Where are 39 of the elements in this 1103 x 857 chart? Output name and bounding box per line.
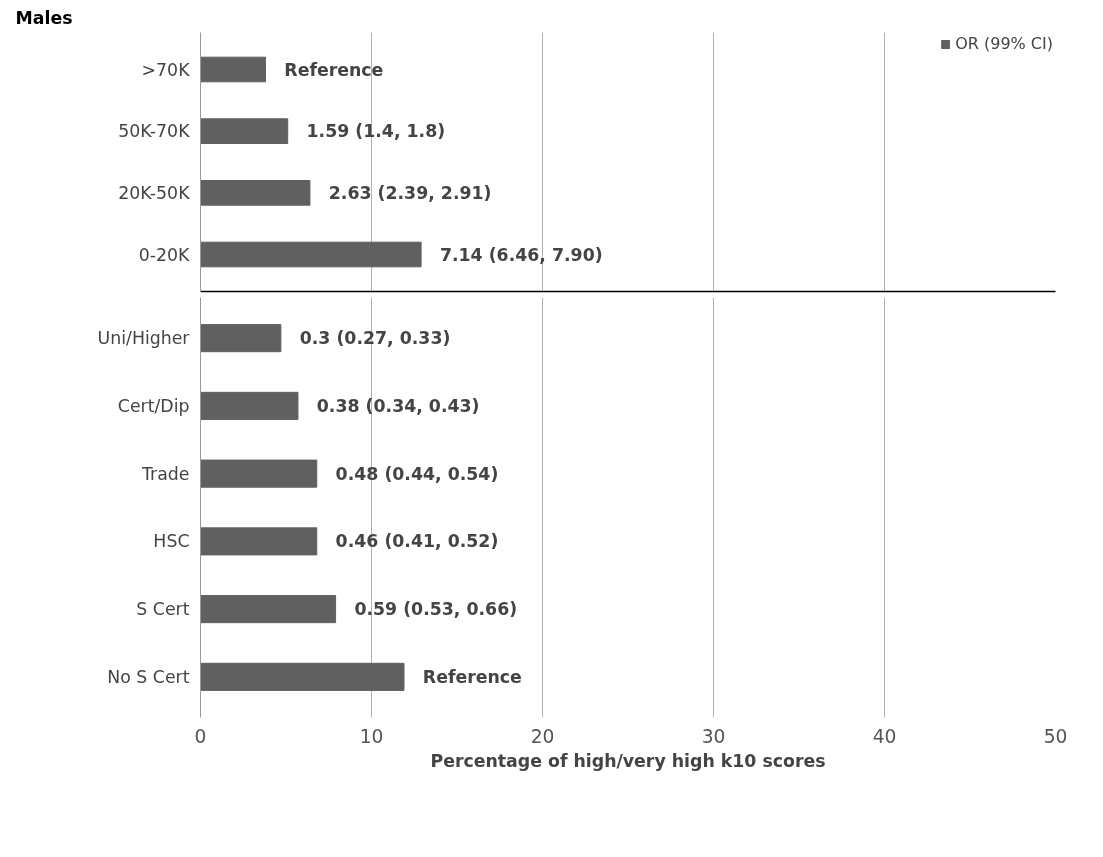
bar (200, 527, 318, 556)
text: Males (15, 7, 73, 28)
y-tick-label: No S Cert (107, 666, 190, 687)
y-tick-label: Trade (141, 463, 190, 484)
bar (200, 324, 282, 353)
x-tick-label: 30 (701, 725, 726, 747)
y-tick-label: S Cert (136, 599, 190, 620)
bar (200, 595, 337, 624)
y-tick-label: 50K-70K (118, 121, 191, 142)
bar (200, 241, 422, 268)
annotation: 2.63 (2.39, 2.91) (328, 182, 492, 203)
annotation: 0.46 (0.41, 0.52) (335, 531, 499, 552)
bar (200, 459, 318, 488)
annotation: 0.59 (0.53, 0.66) (354, 599, 518, 620)
annotation: 0.38 (0.34, 0.43) (316, 395, 480, 416)
x-tick-label: 50 (1043, 725, 1068, 747)
annotation: 7.14 (6.46, 7.90) (439, 244, 603, 265)
annotation: 0.48 (0.44, 0.54) (335, 463, 499, 484)
y-tick-label: >70K (141, 59, 191, 80)
bar (200, 180, 311, 206)
x-axis-title: Percentage of high/very high k10 scores (430, 750, 826, 771)
x-tick-label: 20 (530, 725, 555, 747)
x-tick-label: 0 (194, 725, 207, 747)
x-tick-label: 10 (359, 725, 384, 747)
y-tick-label: 20K-50K (118, 182, 191, 203)
y-tick-label: Uni/Higher (97, 328, 191, 349)
y-tick-label: Cert/Dip (117, 395, 190, 416)
annotation: Reference (284, 59, 384, 80)
bar (200, 391, 299, 420)
annotation: 0.3 (0.27, 0.33) (299, 328, 451, 349)
legend-label: OR (99% CI) (955, 34, 1053, 53)
x-tick-label: 40 (872, 725, 897, 747)
bar (200, 118, 289, 144)
annotation: 1.59 (1.4, 1.8) (306, 121, 446, 142)
y-tick-label: HSC (153, 531, 190, 552)
y-tick-label: 0-20K (138, 244, 191, 265)
bar (200, 662, 405, 691)
bar (200, 56, 266, 83)
annotation: Reference (422, 666, 522, 687)
